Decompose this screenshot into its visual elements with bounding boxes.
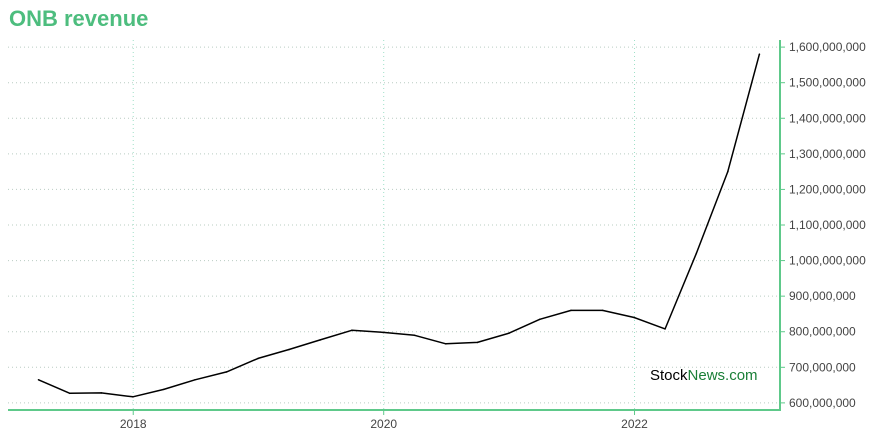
data-point-0-3 [132,396,134,398]
y-tick-label-1: 700,000,000 [789,360,856,374]
data-point-0-14 [476,341,479,344]
y-tick-label-4: 1,000,000,000 [789,254,866,268]
y-tick-label-3: 900,000,000 [789,289,856,303]
y-tick-label-2: 800,000,000 [789,325,856,339]
watermark-part-stock: Stock [650,367,688,384]
data-point-0-23 [758,53,761,56]
y-tick-label-6: 1,200,000,000 [789,182,866,196]
watermark-part-com: .com [725,367,758,384]
y-tick-label-8: 1,400,000,000 [789,111,866,125]
data-point-0-22 [727,170,729,173]
series-group [37,53,761,398]
data-point-0-17 [570,309,572,312]
data-point-0-5 [194,378,196,381]
data-point-0-1 [68,392,71,395]
x-tick-label-1: 2020 [370,417,397,431]
y-tick-label-7: 1,300,000,000 [789,147,866,161]
grid-lines [8,40,780,410]
data-point-0-4 [162,388,165,391]
tick-labels: 600,000,000 700,000,000 800,000,000 900,000… [120,40,866,431]
y-tick-label-10: 1,600,000,000 [789,40,866,54]
data-point-0-18 [601,309,604,312]
data-point-0-2 [100,392,103,394]
data-point-0-7 [257,357,259,360]
data-point-0-9 [319,339,322,341]
data-point-0-15 [508,332,510,334]
page-title: ONB revenue [9,6,149,31]
y-tick-label-9: 1,500,000,000 [789,76,866,90]
x-tick-label-2: 2022 [621,417,648,431]
data-point-0-8 [288,348,290,351]
watermark: StockNews.com [650,367,758,384]
data-point-0-11 [382,331,385,334]
series-line-0 [38,54,761,398]
data-point-0-20 [664,328,666,330]
data-point-0-16 [539,318,541,321]
y-tick-label-5: 1,100,000,000 [789,218,866,232]
data-point-0-21 [695,252,698,255]
data-point-0-12 [413,334,416,337]
x-tick-label-0: 2018 [120,417,147,431]
data-point-0-13 [445,343,447,345]
data-point-0-19 [633,316,635,319]
data-point-0-6 [225,371,228,373]
data-point-0-0 [37,378,40,381]
watermark-part-news: News [688,367,726,384]
axes [8,40,785,415]
data-point-0-10 [350,329,353,332]
y-tick-label-0: 600,000,000 [789,396,856,410]
